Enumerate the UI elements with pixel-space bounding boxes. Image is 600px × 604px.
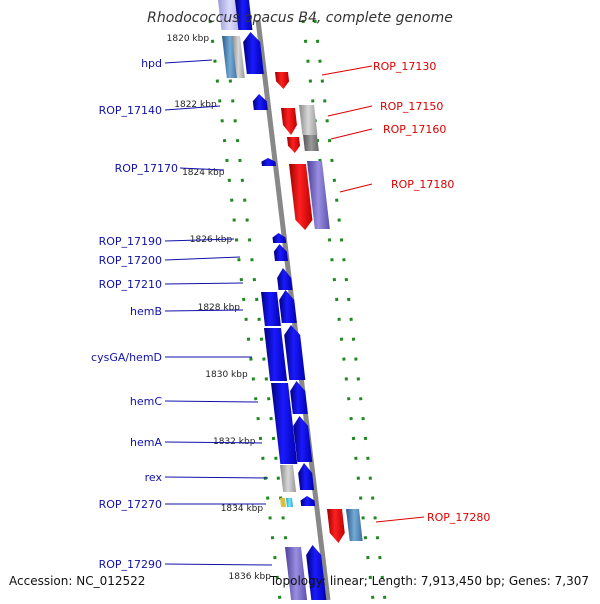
right-label-leader — [327, 105, 373, 117]
left-gene-label: ROP_17290 — [99, 558, 162, 571]
scale-tick-label: 1822 kbp — [174, 100, 217, 110]
left-gene-label: ROP_17190 — [99, 235, 162, 248]
gene-glyph-rop17150 — [281, 108, 297, 135]
gene-glyph-rop17270-b — [286, 498, 294, 507]
right-label-leader — [330, 128, 373, 140]
right-gene-label: ROP_17150 — [380, 100, 443, 113]
gene-glyph-rop17210 — [277, 268, 293, 290]
right-gene-label: ROP_17130 — [373, 60, 436, 73]
gene-glyph-rop17180 — [289, 164, 313, 230]
left-gene-label: ROP_17270 — [99, 498, 162, 511]
left-label-leader — [164, 400, 259, 403]
left-label-leader — [164, 563, 273, 566]
scale-tick-label: 1834 kbp — [221, 504, 264, 514]
accession-text: Accession: NC_012522 — [9, 574, 146, 588]
gene-glyph-rop17180-b — [307, 161, 330, 229]
gene-glyph-rex-b — [298, 463, 315, 490]
left-gene-label: hemA — [130, 436, 162, 449]
gene-glyph-rop17290-a — [285, 547, 308, 600]
left-gene-label: hpd — [141, 57, 162, 70]
left-gene-label: ROP_17140 — [99, 104, 162, 117]
gene-glyphs — [218, 0, 363, 600]
map-title: Rhodococcus opacus B4, complete genome — [147, 10, 453, 26]
gene-glyph-hemC-b — [290, 381, 308, 414]
gene-glyph-cysga-a — [264, 328, 288, 381]
gene-glyph-rop17140 — [252, 94, 268, 110]
right-gene-label: ROP_17280 — [427, 511, 490, 524]
left-label-leader — [164, 309, 244, 312]
scale-tick-label: 1828 kbp — [198, 303, 241, 313]
right-label-leader — [321, 65, 373, 76]
gene-glyph-rop17280-b — [346, 509, 363, 541]
left-gene-label: ROP_17210 — [99, 278, 162, 291]
right-gene-label: ROP_17160 — [383, 123, 446, 136]
gene-glyph-hemA-b — [293, 416, 313, 462]
gene-glyph-rex-a — [280, 465, 297, 492]
scale-tick-label: 1836 kbp — [229, 572, 272, 582]
left-label-leader — [164, 282, 244, 285]
gene-glyph-rop17270-a — [280, 498, 287, 507]
left-label-leader — [164, 105, 221, 111]
right-label-leader — [339, 183, 373, 193]
gene-glyph-rop17270-c — [300, 496, 316, 506]
gene-glyph-rop17150-b — [299, 105, 318, 135]
scale-tick-label: 1832 kbp — [213, 437, 256, 447]
gene-glyph-rop17190 — [272, 233, 287, 243]
gene-glyph-hpd-arrow — [243, 32, 264, 74]
gene-glyph-hemB-b — [279, 290, 297, 323]
left-label-leader — [164, 59, 213, 64]
right-gene-label: ROP_17180 — [391, 178, 454, 191]
gene-glyph-top-blue — [235, 0, 253, 30]
gene-glyph-rop17170 — [261, 158, 276, 166]
left-label-leader — [164, 238, 235, 242]
gene-glyph-rop17130 — [275, 72, 290, 89]
left-gene-label: cysGA/hemD — [91, 351, 162, 364]
gene-glyph-top-lavender — [218, 0, 242, 30]
left-gene-label: ROP_17170 — [115, 162, 178, 175]
gene-glyph-rop17290-b — [306, 545, 327, 600]
gene-glyph-hemC-hemA-a — [271, 383, 298, 464]
gene-glyph-hpd-b — [232, 36, 245, 78]
gene-glyph-rop17200 — [273, 244, 288, 261]
genome-summary: Topology: linear; Length: 7,913,450 bp; … — [269, 574, 589, 588]
left-label-leader — [164, 476, 269, 479]
right-label-leader — [375, 516, 425, 523]
left-label-leader — [164, 441, 263, 444]
left-gene-label: rex — [145, 471, 163, 484]
left-label-leader — [164, 256, 241, 261]
gene-glyph-rop17160 — [287, 137, 301, 153]
gene-glyph-rop17160-b — [303, 135, 319, 151]
left-gene-label: hemC — [130, 395, 162, 408]
left-label-leader — [179, 167, 225, 171]
scale-tick-label: 1824 kbp — [182, 168, 225, 178]
scale-tick-label: 1820 kbp — [167, 34, 210, 44]
left-gene-label: ROP_17200 — [99, 254, 162, 267]
scale-tick-label: 1830 kbp — [205, 370, 248, 380]
gene-glyph-rop17280 — [327, 509, 345, 543]
left-gene-label: hemB — [130, 305, 162, 318]
gene-glyph-cysga-b — [284, 325, 306, 380]
gene-glyph-hemB-a — [261, 292, 281, 326]
